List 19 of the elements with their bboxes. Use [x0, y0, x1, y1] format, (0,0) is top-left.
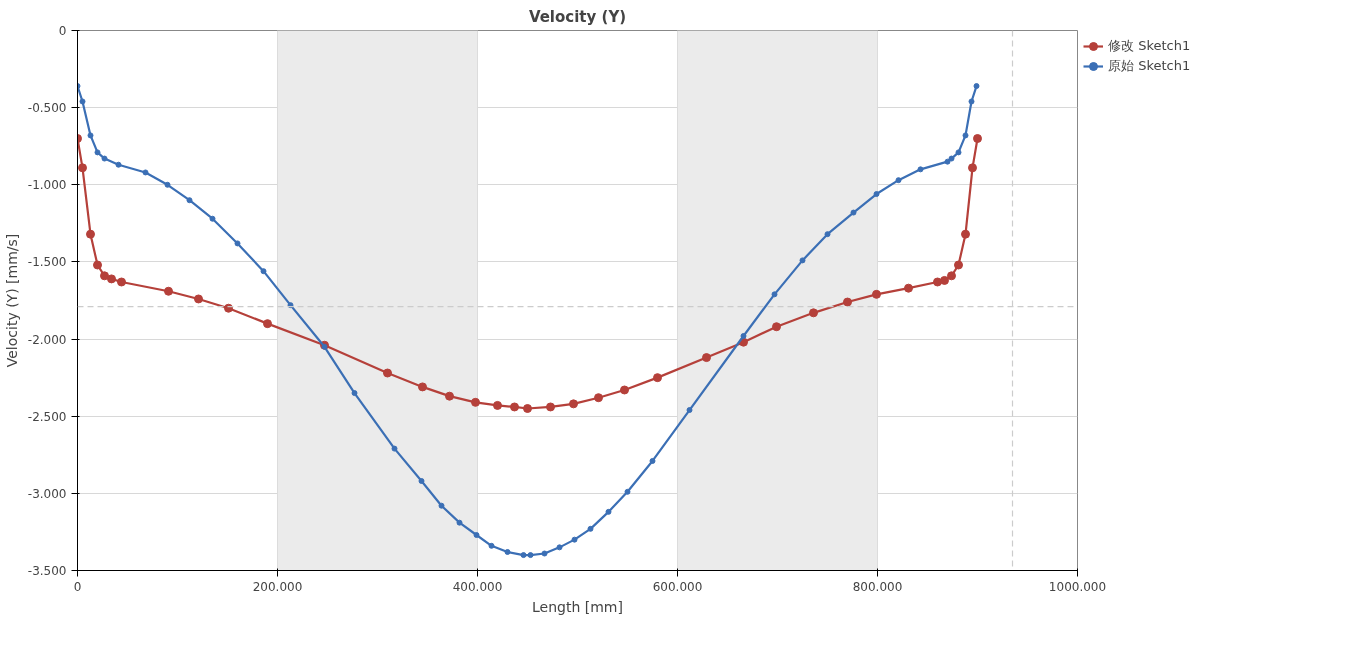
x-tick-label: 400.000: [452, 579, 503, 594]
x-tick-label: 600.000: [652, 579, 703, 594]
x-tick-label: 200.000: [252, 579, 303, 594]
legend-label: 修改 Sketch1: [1108, 37, 1191, 55]
chart-title: Velocity (Y): [528, 7, 627, 26]
x-axis-title: Length [mm]: [532, 598, 623, 615]
x-tick-label: 800.000: [852, 579, 903, 594]
x-tick-label: 1000.000: [1048, 579, 1107, 594]
y-tick-label: -2.000: [27, 332, 67, 347]
y-tick-label: -2.500: [27, 409, 67, 424]
y-tick-label: -1.000: [27, 178, 67, 193]
y-tick-label: 0: [58, 24, 67, 38]
y-tick-label: -0.500: [27, 101, 67, 116]
y-tick-label: -3.500: [27, 564, 67, 578]
x-tick-label: 0: [73, 579, 82, 594]
y-axis-title: Velocity (Y) [mm/s]: [3, 233, 20, 368]
y-tick-label: -3.000: [27, 486, 67, 501]
legend-label: 原始 Sketch1: [1108, 57, 1191, 75]
y-tick-label: -1.500: [27, 255, 67, 270]
